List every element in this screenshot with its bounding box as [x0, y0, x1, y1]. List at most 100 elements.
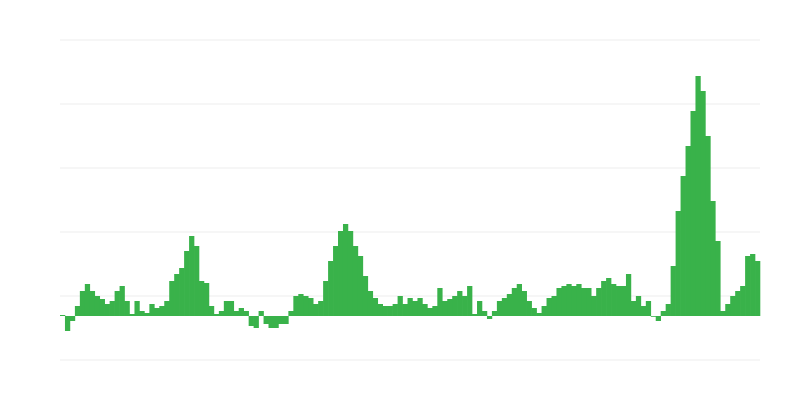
bar	[283, 316, 289, 324]
bar	[521, 291, 527, 316]
bar	[179, 268, 185, 316]
bar	[417, 298, 423, 316]
bar	[184, 251, 190, 316]
bar	[710, 201, 716, 316]
bar	[69, 316, 76, 321]
bar	[496, 301, 503, 316]
bar	[556, 288, 562, 316]
bar	[333, 246, 339, 316]
bar	[129, 314, 135, 316]
bar	[695, 76, 701, 316]
bar	[328, 261, 334, 316]
bar	[725, 304, 731, 316]
bar	[650, 316, 657, 317]
bar	[89, 291, 96, 316]
bar	[437, 288, 443, 316]
bar	[591, 296, 597, 316]
bar	[457, 291, 463, 316]
bar	[288, 311, 294, 316]
bar	[546, 298, 552, 316]
bar	[194, 246, 200, 316]
bar	[472, 314, 478, 316]
bar	[228, 301, 235, 316]
bar	[685, 146, 691, 316]
bar	[745, 256, 751, 316]
bar	[432, 306, 438, 316]
bar	[357, 256, 364, 316]
bar	[313, 304, 319, 316]
bar	[551, 296, 557, 316]
bar	[675, 211, 681, 316]
bar	[367, 291, 374, 316]
bar	[700, 91, 706, 316]
bar	[60, 315, 66, 316]
bar	[516, 284, 523, 316]
bar	[407, 298, 413, 316]
bars	[60, 76, 761, 331]
bar	[318, 301, 324, 316]
bar	[740, 286, 746, 316]
bar	[119, 286, 125, 316]
bar	[94, 296, 101, 316]
bar	[159, 306, 165, 316]
bar	[755, 261, 761, 316]
bar	[531, 308, 537, 316]
bar	[715, 241, 721, 316]
bar	[199, 281, 205, 316]
bar	[74, 306, 81, 316]
bar	[342, 224, 349, 316]
bar	[263, 316, 269, 324]
bar	[606, 278, 612, 316]
bar	[481, 311, 488, 316]
bar	[447, 299, 453, 316]
bar	[491, 311, 498, 316]
bar	[571, 286, 577, 316]
bar	[149, 304, 155, 316]
bar	[586, 288, 592, 316]
bar	[248, 316, 254, 326]
bar	[308, 298, 314, 316]
bar	[730, 296, 736, 316]
bar	[144, 313, 150, 316]
bar	[635, 296, 642, 316]
bar	[154, 308, 160, 316]
bar	[750, 254, 756, 316]
bar	[427, 308, 433, 316]
bar	[670, 266, 676, 316]
bar	[109, 301, 115, 316]
bar	[581, 288, 587, 316]
bar	[223, 301, 230, 316]
bar	[486, 316, 493, 319]
bar	[253, 316, 259, 328]
bar	[501, 298, 508, 316]
bar	[630, 301, 637, 316]
bar	[79, 291, 86, 316]
bar	[541, 306, 547, 316]
bar	[352, 246, 359, 316]
bar	[238, 308, 244, 316]
bar	[596, 288, 602, 316]
bar	[422, 304, 428, 316]
bar	[377, 304, 383, 316]
bar	[705, 136, 711, 316]
bar	[99, 299, 105, 316]
bar	[511, 288, 518, 316]
bar	[372, 298, 379, 316]
bar	[347, 231, 354, 316]
bar	[104, 304, 110, 316]
bar	[616, 286, 622, 316]
bar	[64, 316, 71, 331]
bar	[243, 311, 249, 316]
bar	[720, 311, 726, 316]
bar	[620, 286, 627, 316]
bar	[566, 284, 572, 316]
bar	[526, 301, 532, 316]
bar	[392, 304, 398, 316]
bar	[576, 284, 582, 316]
bar	[655, 316, 662, 321]
bar	[735, 291, 741, 316]
bar	[273, 316, 279, 328]
bar	[84, 284, 91, 316]
bar	[561, 286, 567, 316]
